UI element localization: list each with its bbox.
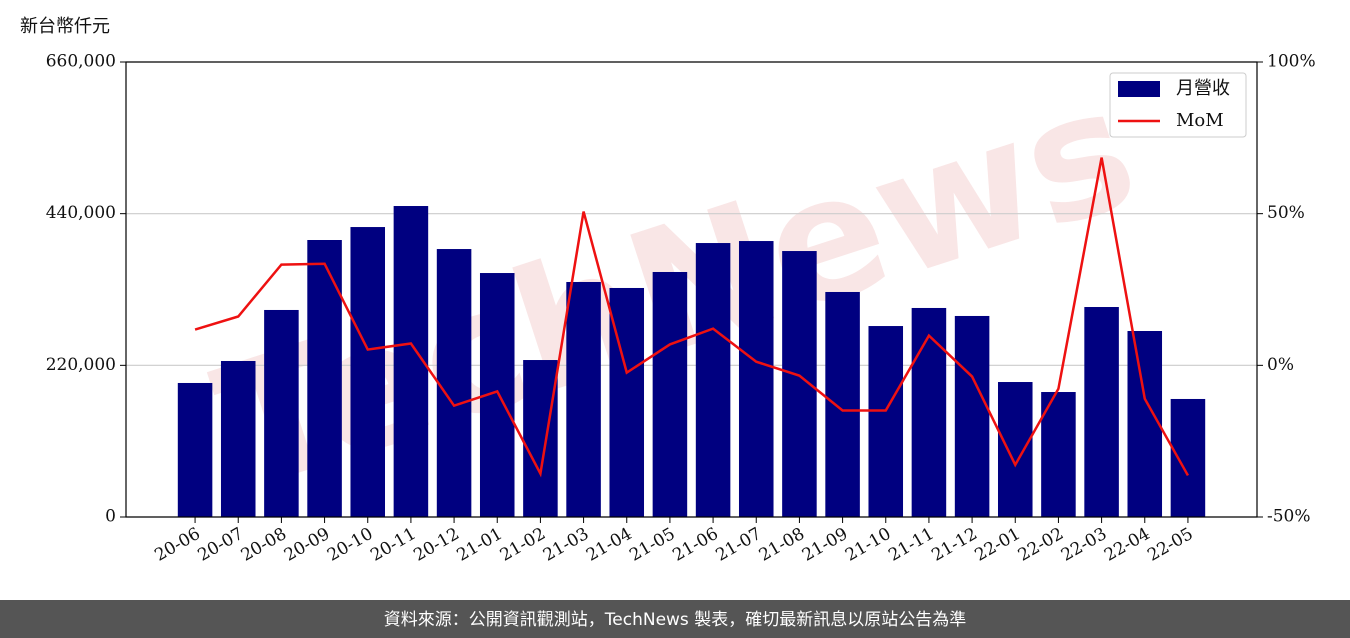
bar (350, 227, 386, 518)
bar (523, 360, 558, 517)
x-tick-label: 21-03 (540, 524, 592, 566)
bar (738, 241, 774, 518)
x-tick-label: 21-05 (626, 524, 678, 566)
x-tick-label: 21-10 (842, 524, 894, 566)
line (194, 157, 1190, 478)
y-axis-label: 新台幣仟元 (20, 16, 110, 37)
bar (825, 291, 860, 517)
y2-tick-label: -50% (1267, 507, 1311, 527)
y-tick-label: 0 (105, 507, 116, 527)
x-tick-label: 22-04 (1101, 524, 1153, 566)
x-tick-label: 20-11 (367, 524, 419, 566)
x-tick-label: 22-05 (1144, 524, 1196, 566)
bar (911, 307, 947, 517)
bar (868, 326, 904, 517)
bar (220, 360, 256, 517)
footer: 資料來源：公開資訊觀測站，TechNews 製表，確切最新訊息以原站公告為準 (384, 610, 966, 630)
x-tick-label: 22-02 (1015, 524, 1067, 566)
bar (1041, 392, 1076, 517)
y2-tick-label: 50% (1267, 203, 1305, 223)
bar (997, 382, 1033, 517)
x-tick-label: 20-06 (151, 524, 203, 566)
y2-tick-label: 100% (1267, 52, 1316, 72)
x-tick-label: 21-11 (885, 524, 937, 566)
bar (695, 243, 731, 517)
y2-tick-label: 0% (1267, 355, 1294, 375)
x-tick-label: 21-04 (583, 524, 635, 566)
plot-frame (125, 61, 1258, 518)
legend-label: MoM (1176, 110, 1224, 131)
bar (609, 287, 645, 517)
y-tick-label: 660,000 (46, 52, 116, 72)
legend-swatch (1118, 81, 1160, 97)
bar (1084, 307, 1119, 517)
x-tick-label: 21-07 (713, 524, 765, 566)
x-tick-label: 22-03 (1058, 524, 1110, 566)
y-tick-label: 440,000 (46, 203, 116, 223)
bar (1127, 331, 1163, 517)
x-tick-label: 20-08 (238, 524, 290, 566)
bar (436, 249, 472, 517)
x-tick-label: 20-09 (281, 524, 333, 566)
bar (177, 382, 213, 517)
x-tick-label: 21-01 (454, 524, 506, 566)
bar (264, 309, 299, 517)
x-tick-label: 21-08 (756, 524, 808, 566)
x-tick-label: 20-07 (195, 524, 247, 566)
legend-label: 月營收 (1176, 78, 1230, 99)
x-tick-label: 21-06 (669, 524, 721, 566)
x-tick-label: 20-10 (324, 524, 376, 566)
bar (307, 240, 342, 517)
bar (1170, 398, 1206, 517)
x-tick-label: 20-12 (410, 524, 462, 566)
x-tick-label: 21-09 (799, 524, 851, 566)
bar (954, 315, 990, 517)
x-tick-label: 21-02 (497, 524, 549, 566)
footer-band (0, 600, 1350, 638)
x-tick-label: 21-12 (928, 524, 980, 566)
bar (652, 271, 688, 517)
y-tick-label: 220,000 (46, 355, 116, 375)
bar (566, 281, 601, 517)
x-tick-label: 22-01 (972, 524, 1024, 566)
